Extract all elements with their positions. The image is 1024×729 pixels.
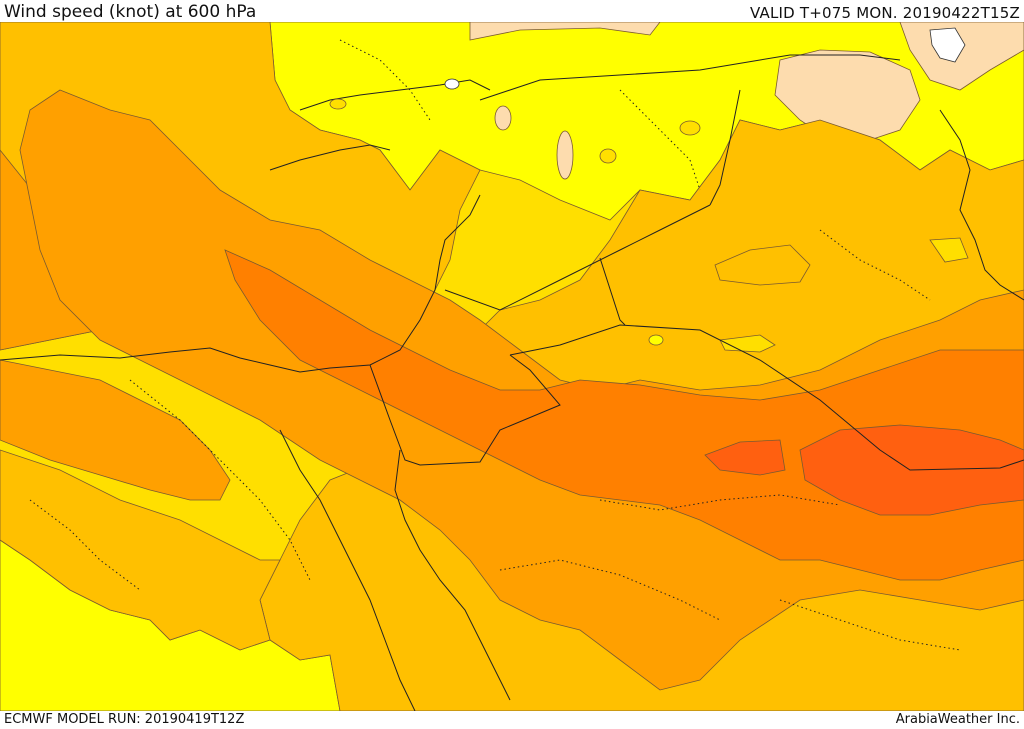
max-wind-core-center xyxy=(704,439,786,476)
border-east xyxy=(939,109,1024,301)
border-jordan xyxy=(369,354,561,466)
dotted-boundary-2 xyxy=(599,494,841,511)
dotted-boundary-4 xyxy=(619,89,701,191)
wind-speed-map xyxy=(0,22,1024,711)
very-weak-patch-north xyxy=(469,22,661,41)
strong-wind-band-southwest xyxy=(0,359,231,501)
very-strong-wind-core xyxy=(224,249,1024,581)
small-patch-1 xyxy=(599,148,617,164)
moderate-wind-region-southwest xyxy=(0,449,281,651)
border-iraq-iran xyxy=(709,89,741,206)
header-bar: Wind speed (knot) at 600 hPa VALID T+075… xyxy=(0,0,1024,22)
moderate-island-1 xyxy=(714,244,811,286)
red-sea-east-coast xyxy=(394,449,511,701)
valid-time-label: VALID T+075 MON. 20190422T15Z xyxy=(750,4,1020,22)
small-lake-2 xyxy=(494,105,512,131)
dotted-boundaries xyxy=(29,39,961,651)
map-title: Wind speed (knot) at 600 hPa xyxy=(4,2,257,22)
turkey-coast xyxy=(269,144,391,171)
lake-patch xyxy=(929,27,966,63)
moderate-island-2 xyxy=(719,334,776,353)
small-lake-1 xyxy=(556,130,574,180)
med-coast-south xyxy=(0,194,481,373)
border-saudi-north xyxy=(444,204,711,311)
black-sea-coast xyxy=(299,79,491,111)
small-patch-2 xyxy=(679,120,701,136)
credit-label: ArabiaWeather Inc. xyxy=(895,712,1020,727)
small-patch-4 xyxy=(329,98,347,110)
small-patch-3 xyxy=(648,334,664,346)
map-canvas xyxy=(0,22,1024,711)
dotted-boundary-1 xyxy=(129,379,311,581)
border-saudi-east xyxy=(509,324,1024,471)
very-weak-patch-northeast xyxy=(774,49,921,141)
footer-bar: ECMWF MODEL RUN: 20190419T12Z ArabiaWeat… xyxy=(0,711,1024,729)
dotted-boundary-3 xyxy=(499,559,721,621)
dotted-boundary-6 xyxy=(819,229,931,301)
red-sea-west-coast xyxy=(279,429,416,711)
small-island-white xyxy=(444,78,460,90)
dotted-boundary-8 xyxy=(779,599,961,651)
coastlines xyxy=(0,54,1024,711)
model-run-label: ECMWF MODEL RUN: 20190419T12Z xyxy=(4,712,245,727)
border-syria-turkey xyxy=(479,54,901,101)
dotted-boundary-5 xyxy=(29,499,141,591)
border-iraq xyxy=(599,257,626,326)
moderate-island-3 xyxy=(929,237,969,263)
